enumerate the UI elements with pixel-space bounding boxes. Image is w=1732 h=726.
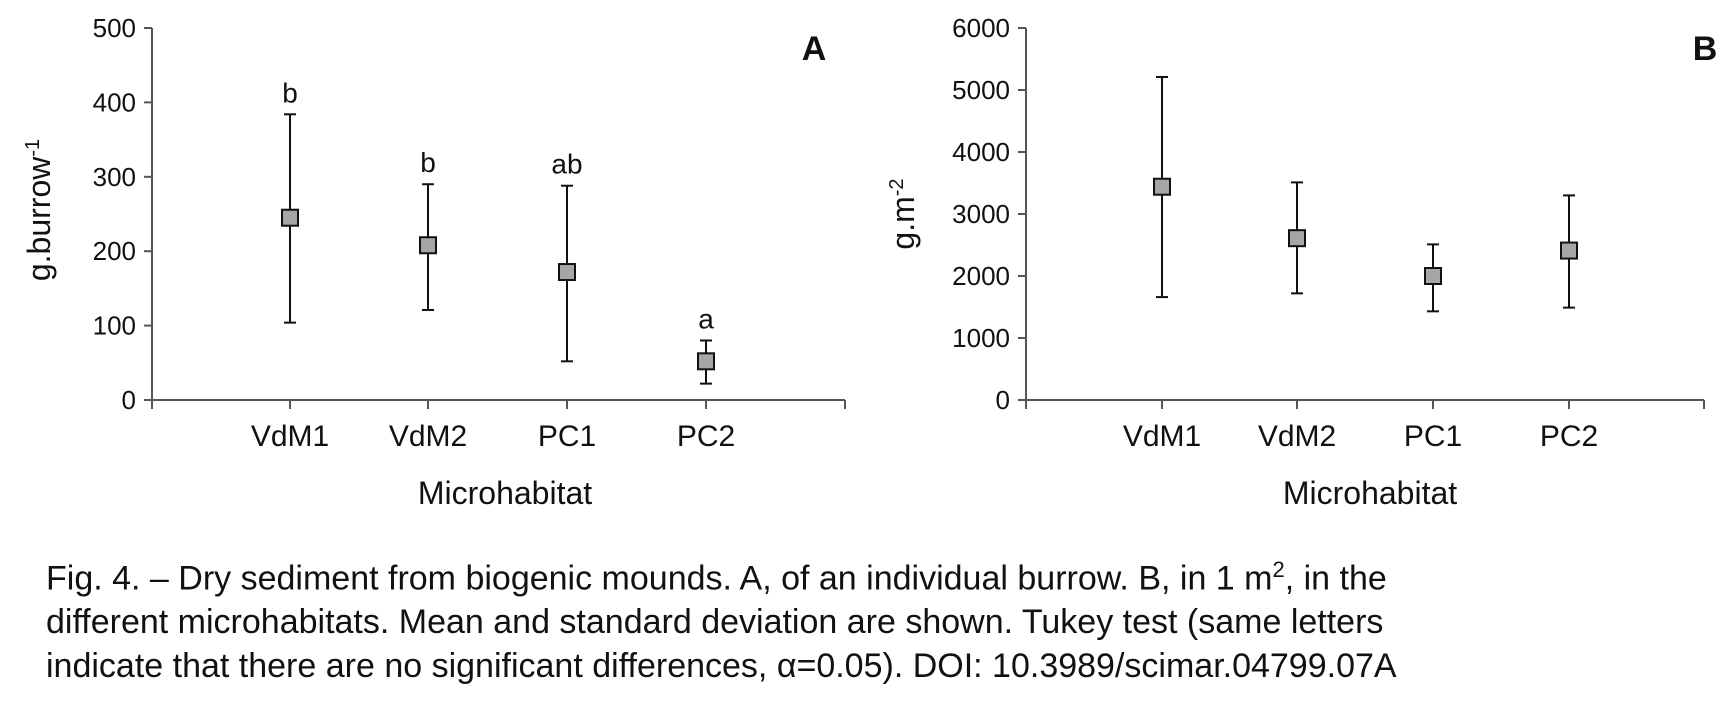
y-tick-label: 5000 [952,75,1010,105]
panel-b-y-ticks: 0 1000 2000 3000 4000 5000 6000 [952,13,1026,415]
y-tick-label: 400 [93,87,136,117]
x-category-label: PC2 [1540,420,1598,453]
x-category-label: VdM1 [251,420,329,453]
mean-marker [1424,267,1442,285]
panel-b-y-axis-label-main: g.m [885,196,921,249]
x-category-label: PC1 [538,420,596,453]
panel-a-y-axis-label-sup: -1 [22,139,44,157]
panel-b-label: B [1693,30,1718,68]
panel-b-chart: 0 1000 2000 3000 4000 5000 6000 VdM1 VdM2 PC1 PC2… [885,13,1717,511]
y-tick-label: 0 [996,385,1010,415]
significance-letter: b [282,77,298,108]
panel-a-y-axis-label-main: g.burrow [21,156,57,281]
significance-letter: ab [551,149,582,180]
panel-a-label: A [802,30,827,68]
significance-letter: a [698,303,714,334]
panel-a-y-ticks: 0 100 200 300 400 500 [93,13,152,415]
y-tick-label: 200 [93,236,136,266]
caption-line-1-sup: 2 [1272,557,1285,582]
x-category-label: VdM1 [1123,420,1201,453]
caption-line-1-text: Fig. 4. – Dry sediment from biogenic mou… [46,559,1273,598]
panel-b-y-axis-label: g.m-2 [885,178,921,249]
x-category-label: PC2 [677,420,735,453]
panel-b-x-ticks: VdM1 VdM2 PC1 PC2 [1025,400,1705,453]
y-tick-label: 4000 [952,137,1010,167]
mean-marker [558,263,576,282]
panel-b-x-axis-label: Microhabitat [1283,475,1457,511]
y-tick-label: 100 [93,311,136,341]
mean-marker [419,236,437,255]
x-category-label: PC1 [1404,420,1462,453]
mean-marker [1288,229,1306,248]
y-tick-label: 1000 [952,323,1010,353]
figure-caption: Fig. 4. – Dry sediment from biogenic mou… [46,548,1706,688]
y-tick-label: 500 [93,13,136,43]
y-tick-label: 300 [93,162,136,192]
panel-b-y-axis-label-sup: -2 [886,178,908,196]
x-category-label: VdM2 [1258,420,1336,453]
panel-a-chart: 0 100 200 300 400 500 VdM1 VdM2 PC1 PC2 b b ab a Mi… [21,13,846,511]
caption-line-2: different microhabitats. Mean and standa… [46,603,1384,642]
mean-marker [1560,241,1578,260]
caption-line-3: indicate that there are no significant d… [46,647,1397,686]
y-tick-label: 6000 [952,13,1010,43]
x-category-label: VdM2 [389,420,467,453]
y-tick-label: 0 [122,385,136,415]
panel-a-x-axis-label: Microhabitat [418,475,592,511]
panel-a-x-ticks: VdM1 VdM2 PC1 PC2 [151,400,846,453]
significance-letter: b [420,147,436,178]
y-tick-label: 3000 [952,199,1010,229]
panel-a-data-marks: b b ab a [281,77,715,385]
mean-marker [281,208,299,227]
y-tick-label: 2000 [952,261,1010,291]
mean-marker [697,352,715,371]
mean-marker [1153,177,1171,196]
panel-a-y-axis-label: g.burrow-1 [21,139,57,281]
caption-line-1-end: , in the [1284,559,1387,598]
panel-b-data-marks [1153,75,1578,313]
caption-line-1: Fig. 4. – Dry sediment from biogenic mou… [46,548,1706,600]
figure-canvas: 0 100 200 300 400 500 VdM1 VdM2 PC1 PC2 b b ab a Mi… [21,13,1717,511]
